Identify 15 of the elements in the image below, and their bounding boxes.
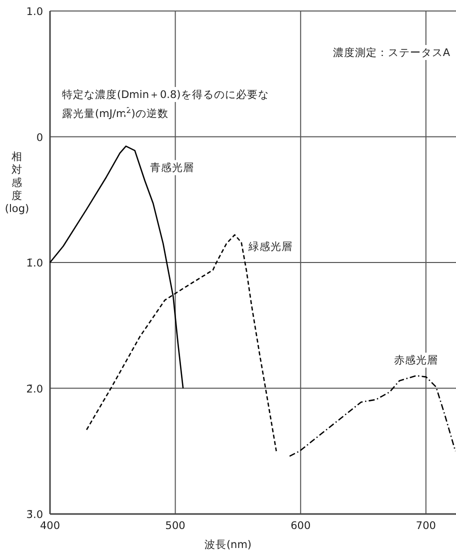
y-tick-label: 2̄.0 [26,383,43,396]
series-label: 青感光層 [150,161,194,174]
y-tick-label: 3̄.0 [26,509,43,521]
annotation: 濃度測定：ステータスA [332,46,451,59]
x-axis-title: 波長(nm) [204,538,252,551]
x-tick-label: 700 [416,520,436,532]
y-tick-label: 1.0 [26,6,43,18]
series-label: 赤感光層 [394,354,438,367]
y-axis-title: 相対感度(log) [4,150,30,215]
x-tick-label: 400 [40,520,60,532]
x-tick-label: 600 [290,520,311,532]
x-tick-label: 500 [165,520,186,532]
y-tick-label: 0 [36,132,43,144]
series-label: 緑感光層 [248,240,293,253]
y-tick-label: 1̄.0 [26,258,43,270]
